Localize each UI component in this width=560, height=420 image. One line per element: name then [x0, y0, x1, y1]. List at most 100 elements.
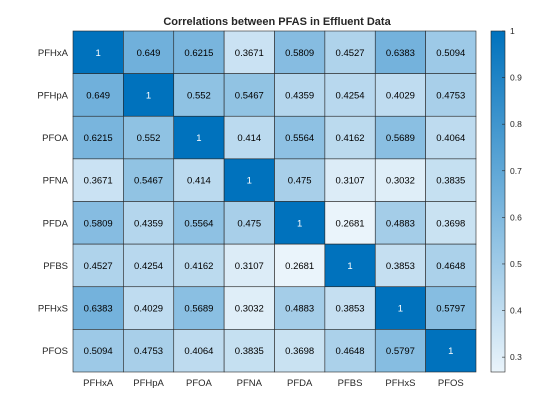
cell-value-label: 0.4162	[336, 133, 365, 144]
heatmap-cell	[223, 158, 275, 202]
cell-value-label: 0.5094	[436, 48, 465, 59]
cell-value-label: 0.5564	[184, 218, 213, 229]
cell-value-label: 0.4254	[134, 261, 163, 272]
heatmap-cell	[173, 30, 225, 74]
heatmap-cell	[173, 243, 225, 288]
cell-value-label: 0.5689	[386, 133, 415, 144]
x-tick-label: PFNA	[237, 378, 263, 389]
heatmap-cell	[374, 115, 426, 160]
heatmap-cell	[123, 115, 175, 160]
cell-value-label: 0.475	[237, 218, 261, 229]
cell-value-label: 0.3107	[336, 176, 365, 187]
colorbar-gradient	[490, 30, 506, 373]
cell-value-label: 0.414	[187, 176, 211, 187]
y-tick-label: PFOS	[42, 346, 68, 357]
colorbar-tick-label: 0.8	[510, 119, 522, 129]
heatmap-cell	[425, 286, 477, 330]
heatmap-cell	[72, 329, 124, 373]
cell-value-label: 0.649	[137, 48, 161, 59]
cell-value-label: 0.3853	[386, 261, 415, 272]
cell-value-label: 0.6215	[184, 48, 213, 59]
heatmap-cell	[274, 329, 326, 373]
cell-value-label: 0.6383	[84, 304, 113, 315]
cell-value-label: 1	[247, 176, 252, 187]
heatmap-cell	[173, 329, 225, 373]
heatmap-cell	[223, 201, 275, 245]
cell-value-label: 0.4029	[386, 90, 415, 101]
cell-value-label: 0.3835	[436, 176, 465, 187]
cell-value-label: 0.552	[187, 90, 211, 101]
cell-value-label: 0.4648	[436, 261, 465, 272]
heatmap-cell	[173, 201, 225, 245]
cell-value-label: 0.4254	[336, 90, 365, 101]
cell-value-label: 0.475	[288, 176, 312, 187]
y-tick-label: PFHxA	[38, 48, 69, 59]
y-tick-label: PFHxS	[38, 304, 68, 315]
heatmap-cell	[123, 286, 175, 330]
cell-value-label: 0.5467	[134, 176, 163, 187]
heatmap-cell	[173, 286, 225, 330]
heatmap-cell	[274, 30, 326, 74]
cell-value-label: 0.4753	[436, 90, 465, 101]
cell-value-label: 0.3671	[84, 176, 113, 187]
heatmap-cell	[324, 30, 376, 74]
heatmap-cell	[425, 201, 477, 245]
y-tick-label: PFBS	[43, 261, 68, 272]
heatmap-cell	[223, 115, 275, 160]
cell-value-label: 0.2681	[336, 218, 365, 229]
heatmap-cells: 1 0.649 0.6215 0.3671 0.5809 0.4527 0.6383 0.50…	[72, 30, 477, 373]
heatmap-cell	[425, 243, 477, 288]
heatmap-cell	[72, 115, 124, 160]
cell-value-label: 1	[347, 261, 352, 272]
heatmap-cell	[223, 30, 275, 74]
x-tick-label: PFBS	[338, 378, 363, 389]
y-tick-label: PFHpA	[37, 90, 68, 101]
colorbar-tick-label: 1	[510, 26, 515, 36]
cell-value-label: 1	[448, 346, 453, 357]
heatmap-cell	[123, 243, 175, 288]
heatmap-cell	[324, 329, 376, 373]
heatmap-cell	[274, 201, 326, 245]
cell-value-label: 0.4162	[184, 261, 213, 272]
heatmap-cell	[425, 329, 477, 373]
heatmap-cell	[173, 158, 225, 202]
heatmap-cell	[374, 158, 426, 202]
x-tick-label: PFHpA	[133, 378, 164, 389]
cell-value-label: 0.4883	[386, 218, 415, 229]
cell-value-label: 1	[297, 218, 302, 229]
heatmap-cell	[425, 73, 477, 117]
cell-value-label: 0.5797	[436, 304, 465, 315]
cell-value-label: 0.3107	[235, 261, 264, 272]
cell-value-label: 0.6383	[386, 48, 415, 59]
heatmap-cell	[223, 73, 275, 117]
cell-value-label: 0.5809	[285, 48, 314, 59]
cell-value-label: 0.4064	[184, 346, 213, 357]
chart-title: Correlations between PFAS in Effluent Da…	[163, 16, 391, 28]
cell-value-label: 0.4359	[134, 218, 163, 229]
colorbar-tick-label: 0.4	[510, 306, 522, 316]
heatmap-cell	[324, 243, 376, 288]
cell-value-label: 1	[398, 304, 403, 315]
cell-value-label: 0.3698	[285, 346, 314, 357]
cell-value-label: 0.3853	[336, 304, 365, 315]
x-tick-label: PFDA	[287, 378, 313, 389]
cell-value-label: 0.5689	[184, 304, 213, 315]
heatmap-cell	[72, 30, 124, 74]
heatmap-cell	[72, 158, 124, 202]
x-tick-label: PFHxS	[385, 378, 415, 389]
x-axis-labels: PFHxA PFHpA PFOA PFNA PFDA PFBS PFHxS PFOS	[83, 378, 464, 389]
cell-value-label: 0.3032	[386, 176, 415, 187]
cell-value-label: 0.5809	[84, 218, 113, 229]
colorbar-tick-label: 0.9	[510, 73, 522, 83]
heatmap-cell	[274, 243, 326, 288]
heatmap-cell	[123, 30, 175, 74]
colorbar-tick-label: 0.3	[510, 352, 522, 362]
cell-value-label: 0.552	[137, 133, 161, 144]
cell-value-label: 0.2681	[285, 261, 314, 272]
colorbar: 0.3 0.4 0.5 0.6 0.7 0.8 0.9 1	[490, 26, 522, 373]
cell-value-label: 1	[196, 133, 201, 144]
cell-value-label: 0.5467	[235, 90, 264, 101]
x-tick-label: PFHxA	[83, 378, 114, 389]
heatmap-cell	[324, 201, 376, 245]
